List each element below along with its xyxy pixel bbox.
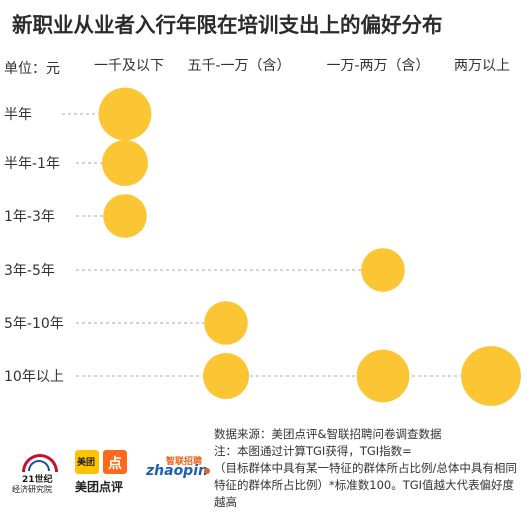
zhaopin-cn: 智联招聘 — [166, 457, 203, 467]
y-tick-label: 1年-3年 — [4, 209, 55, 225]
bubble-point — [204, 301, 248, 345]
y-tick-label: 10年以上 — [4, 369, 64, 385]
bubble-point — [203, 353, 249, 399]
note-line-1: 注：本图通过计算TGI获得，TGI指数= — [214, 444, 412, 458]
logo-21-line2: 经济研究院 — [12, 485, 52, 494]
x-tick-label: 一千及以下 — [94, 58, 164, 74]
dianping-badge: 点 — [103, 450, 127, 474]
unit-label: 单位：元 — [4, 61, 60, 77]
y-tick-label: 3年-5年 — [4, 263, 55, 279]
logo-arc-inner-icon — [28, 460, 50, 471]
y-tick-label: 5年-10年 — [4, 316, 64, 332]
bubble-point — [461, 346, 521, 406]
x-tick-label: 五千-一万（含） — [187, 58, 290, 74]
note-line-2: （目标群体中具有某一特征的群体所占比例/总体中具有相同特征的群体所占比例）*标准… — [214, 461, 517, 509]
y-tick-label: 半年 — [4, 107, 32, 123]
bubble-point — [103, 194, 147, 238]
data-source: 数据来源：美团点评&智联招聘问卷调查数据 — [214, 427, 442, 441]
meituan-badge-text: 美团 — [77, 458, 96, 468]
page-title: 新职业从业者入行年限在培训支出上的偏好分布 — [12, 13, 443, 37]
logo-strip: 21世纪 经济研究院 美团 点 美团点评 智联招聘 zhaopin — [10, 444, 210, 504]
y-tick-label: 半年-1年 — [4, 156, 60, 172]
meituan-caption: 美团点评 — [75, 480, 124, 494]
bubble-point — [102, 140, 148, 186]
notes-block: 数据来源：美团点评&智联招聘问卷调查数据 注：本图通过计算TGI获得，TGI指数… — [214, 426, 522, 511]
logo-21-line1: 21世纪 — [22, 475, 53, 485]
x-tick-label: 两万以上 — [454, 58, 510, 74]
zhaopin-logo: 智联招聘 zhaopin — [146, 454, 210, 484]
zhaopin-dot-icon — [204, 468, 210, 474]
zhaopin-en: zhaopin — [146, 463, 208, 479]
bubble-point — [361, 248, 405, 292]
21st-century-economic-research-logo: 21世纪 经济研究院 — [10, 454, 68, 498]
meituan-badge: 美团 — [75, 450, 99, 474]
dianping-badge-text: 点 — [108, 456, 122, 472]
x-tick-label: 一万-两万（含） — [326, 58, 429, 74]
bubble-point — [98, 87, 152, 141]
bubble-point — [356, 349, 410, 403]
meituan-dianping-logo: 美团 点 美团点评 — [75, 450, 137, 500]
